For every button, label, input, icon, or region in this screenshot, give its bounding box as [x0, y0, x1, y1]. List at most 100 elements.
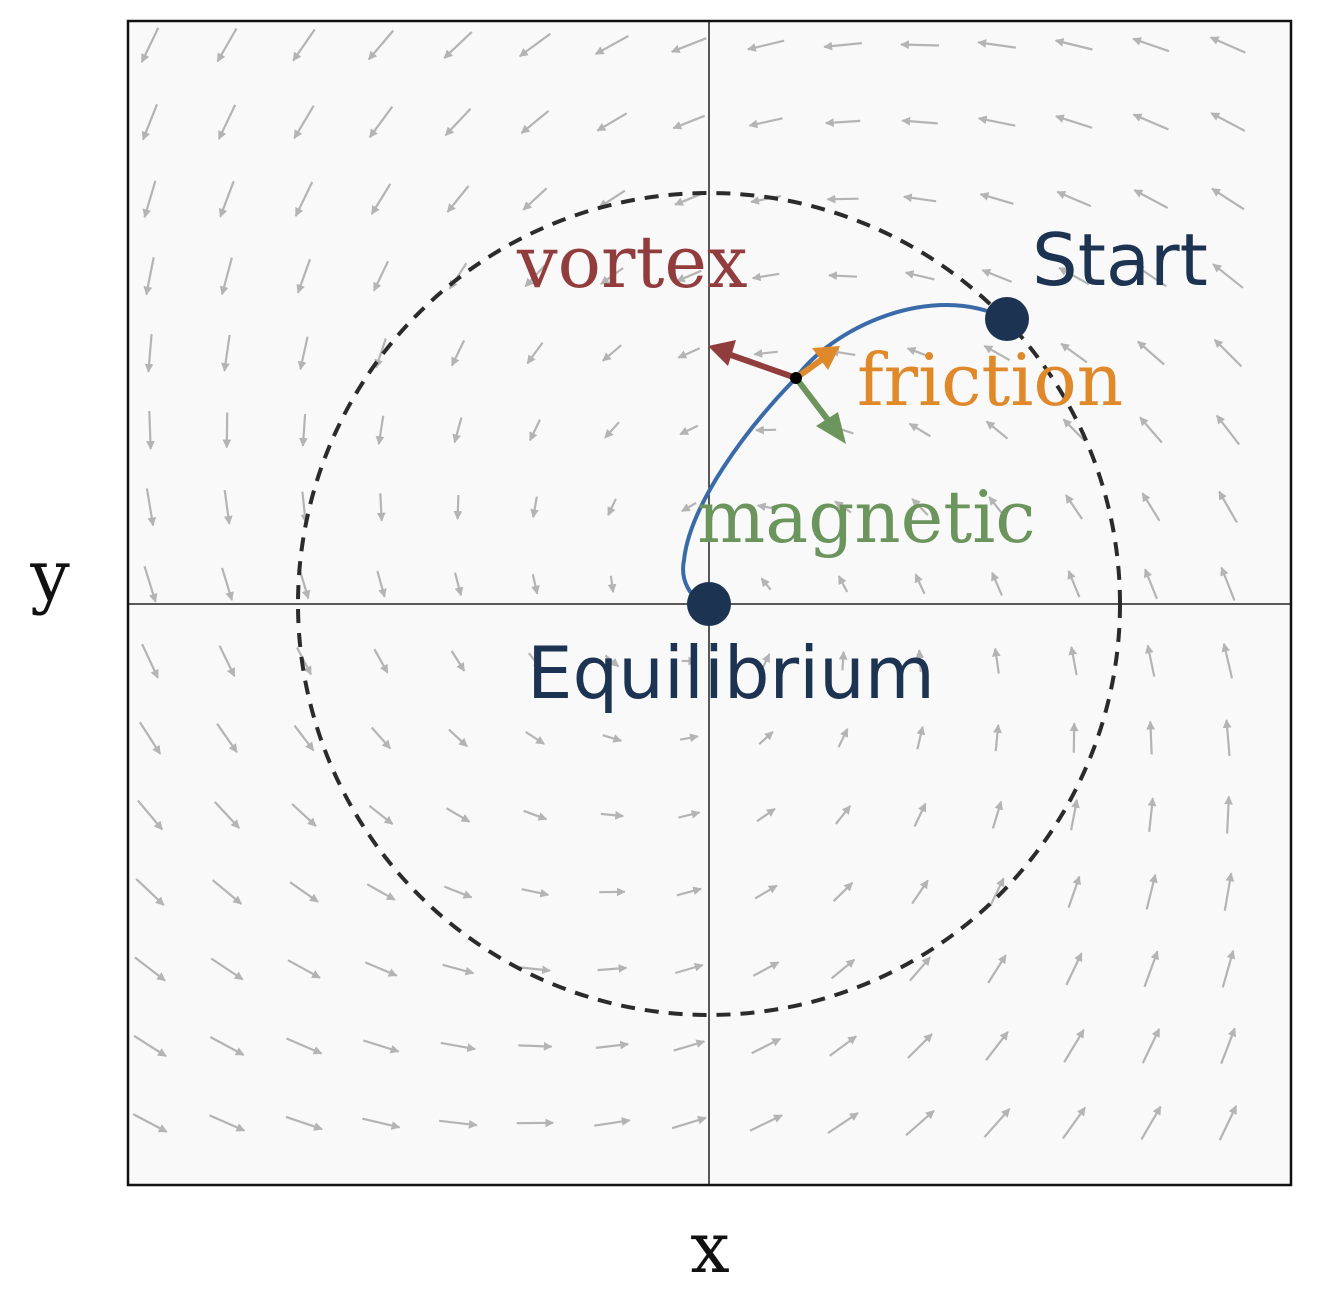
field-arrow: [368, 106, 394, 139]
field-arrow: [294, 181, 314, 217]
field-arrow: [1132, 113, 1169, 131]
field-arrow: [1133, 189, 1169, 209]
x-axis-label: x: [690, 1207, 729, 1289]
field-arrow: [1137, 340, 1165, 366]
field-arrow: [132, 1113, 168, 1133]
field-arrow: [1062, 418, 1086, 442]
field-arrow: [1211, 187, 1245, 211]
field-arrow: [442, 963, 475, 976]
field-arrow: [681, 501, 697, 513]
field-arrow: [1060, 342, 1088, 364]
field-arrow: [602, 344, 622, 362]
field-arrow: [823, 41, 862, 51]
field-arrow: [298, 569, 311, 600]
field-arrow: [440, 1041, 477, 1053]
field-arrow: [672, 114, 706, 130]
field-arrow: [453, 572, 464, 597]
field-arrow: [375, 415, 385, 446]
field-arrow: [209, 1114, 246, 1132]
field-arrow: [520, 110, 550, 134]
field-arrow: [824, 118, 861, 127]
field-arrow: [218, 645, 236, 677]
field-arrow: [221, 567, 234, 601]
field-arrow: [749, 1114, 783, 1132]
field-arrow: [915, 649, 925, 672]
field-arrow: [761, 653, 771, 669]
field-arrow: [527, 652, 543, 670]
field-arrow: [362, 1117, 401, 1130]
field-arrow: [1222, 719, 1232, 757]
field-arrow: [285, 1115, 323, 1131]
field-arrow: [1145, 873, 1158, 910]
vortex-arrow: [708, 340, 797, 381]
invariant-circle: [296, 191, 1122, 1017]
field-arrow: [136, 799, 164, 831]
field-arrow: [830, 958, 856, 980]
field-arrow: [219, 257, 233, 296]
field-arrow: [1135, 264, 1167, 288]
field-arrow: [594, 34, 629, 56]
field-arrow: [838, 650, 848, 671]
field-arrow: [751, 272, 780, 282]
field-arrow: [597, 964, 628, 973]
field-arrow: [366, 883, 396, 901]
field-arrow: [141, 103, 159, 141]
field-arrow: [598, 189, 626, 209]
field-arrow: [531, 574, 540, 595]
field-arrow: [518, 32, 551, 58]
field-arrow: [445, 807, 471, 823]
field-arrow: [983, 1108, 1011, 1138]
field-arrow: [286, 1037, 323, 1055]
field-arrow: [907, 1033, 933, 1059]
field-arrow: [675, 269, 702, 283]
start-label: Start: [1032, 218, 1208, 302]
field-arrow: [832, 882, 854, 902]
field-arrow: [1062, 1106, 1086, 1140]
field-arrow: [1220, 1027, 1237, 1065]
field-arrow: [210, 957, 244, 981]
field-arrow: [1054, 38, 1093, 51]
field-arrow: [989, 877, 1005, 907]
equilibrium-point: [687, 582, 731, 626]
field-arrow: [901, 116, 938, 126]
field-arrow: [677, 347, 701, 359]
field-arrow: [144, 334, 154, 373]
field-arrow: [913, 802, 927, 827]
field-arrow: [293, 105, 315, 140]
field-arrow: [834, 805, 852, 825]
field-arrow: [977, 39, 1016, 49]
field-arrow: [1215, 414, 1241, 446]
field-arrow: [747, 39, 785, 52]
field-arrow: [376, 570, 387, 598]
field-arrow: [363, 1039, 400, 1054]
field-arrow: [135, 878, 165, 906]
field-arrow: [676, 886, 702, 897]
field-arrow: [985, 420, 1009, 440]
field-arrow: [903, 193, 937, 203]
field-arrow: [1224, 795, 1233, 834]
field-arrow: [439, 1119, 478, 1129]
field-arrow: [981, 268, 1013, 283]
field-arrow: [1212, 263, 1244, 289]
field-arrow: [368, 805, 394, 825]
field-arrow: [754, 884, 778, 900]
field-arrow: [141, 643, 159, 679]
field-arrow: [1218, 1105, 1238, 1141]
field-arrow: [209, 1036, 245, 1056]
field-arrow: [1070, 798, 1080, 831]
field-arrow: [1065, 952, 1083, 986]
field-arrow: [1146, 720, 1156, 755]
field-arrow: [525, 731, 545, 745]
field-arrow: [370, 183, 392, 215]
field-arrow: [134, 956, 166, 982]
field-arrow: [223, 489, 233, 525]
field-arrow: [679, 733, 699, 743]
field-arrow: [1058, 266, 1090, 286]
field-arrow: [600, 810, 625, 820]
field-arrow: [991, 647, 1001, 674]
field-arrow: [834, 500, 852, 514]
field-arrow: [530, 496, 539, 519]
field-arrow: [370, 726, 392, 750]
field-arrow: [671, 1115, 707, 1130]
field-arrow: [143, 257, 155, 296]
